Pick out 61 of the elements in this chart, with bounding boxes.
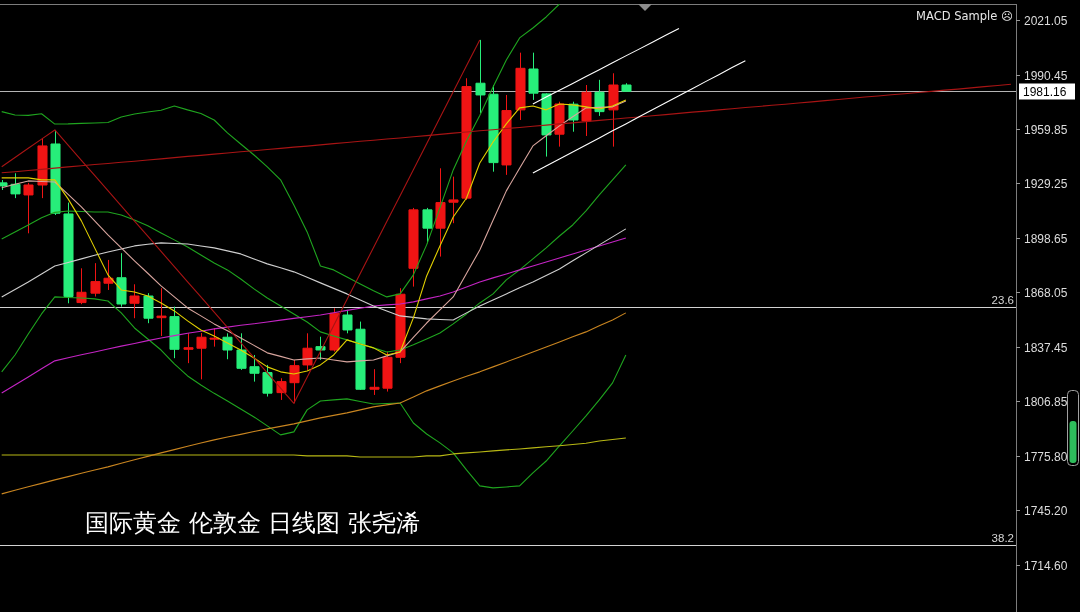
- candlestick: [608, 72, 619, 148]
- candlestick: [236, 332, 247, 371]
- annotation: MACD Sample ☹: [916, 9, 1013, 23]
- candlestick: [408, 207, 419, 288]
- annotation: 38.2: [991, 532, 1014, 544]
- line-series: [532, 27, 680, 105]
- candlestick: [23, 182, 34, 234]
- y-tick-label: 1775.80: [1024, 449, 1068, 464]
- candlestick: [169, 306, 180, 359]
- candlestick: [475, 39, 486, 114]
- candlestick: [262, 364, 273, 398]
- candlestick: [581, 84, 592, 137]
- candlestick: [63, 202, 74, 304]
- candlestick: [528, 52, 539, 101]
- candlestick: [50, 129, 61, 216]
- y-tick-label: 1868.05: [1024, 285, 1068, 300]
- ref-line-label: 1981.16: [1023, 84, 1067, 99]
- y-tick-label: 1929.25: [1024, 176, 1068, 191]
- candlestick: [289, 359, 300, 404]
- line-series: [1, 4, 560, 298]
- candlestick: [488, 84, 499, 173]
- line-series: [532, 60, 746, 174]
- candlestick: [621, 82, 632, 92]
- y-tick-label: 1837.45: [1024, 340, 1068, 355]
- y-tick-label: 2021.05: [1024, 13, 1068, 28]
- candlestick: [156, 287, 167, 337]
- y-tick-label: 1990.45: [1024, 68, 1068, 83]
- candlestick: [342, 309, 353, 334]
- y-tick-label: 1959.85: [1024, 122, 1068, 137]
- y-tick-label: 1898.65: [1024, 231, 1068, 246]
- candlestick: [10, 172, 21, 199]
- candlestick: [395, 287, 406, 364]
- candlestick: [355, 321, 366, 391]
- candlestick: [183, 332, 194, 364]
- candlestick: [448, 176, 459, 224]
- candlestick: [103, 259, 114, 291]
- candlestick: [422, 207, 433, 244]
- candlestick: [435, 167, 446, 258]
- line-series: [1, 237, 627, 394]
- candlestick: [501, 94, 512, 176]
- candlestick: [461, 77, 472, 201]
- candlestick: [37, 137, 48, 199]
- candlestick: [90, 262, 101, 298]
- candlestick: [515, 52, 526, 121]
- candlestick: [382, 351, 393, 393]
- y-tick-label: 1806.85: [1024, 394, 1068, 409]
- annotation: 23.6: [991, 294, 1014, 306]
- y-tick-label: 1745.20: [1024, 503, 1068, 518]
- candlestick: [196, 332, 207, 380]
- y-tick-label: 1714.60: [1024, 558, 1068, 573]
- candlestick: [209, 327, 220, 348]
- candlestick: [315, 336, 326, 361]
- candlestick: [302, 332, 313, 371]
- annotation: 国际黄金 伦敦金 日线图 张尧浠: [85, 509, 420, 537]
- candlestick: [129, 283, 140, 319]
- line-series: [1, 164, 627, 353]
- candlestick: [116, 252, 127, 308]
- candlestick: [143, 292, 154, 324]
- line-series: [1, 437, 627, 458]
- candlestick: [249, 354, 260, 383]
- candlestick: [369, 368, 380, 396]
